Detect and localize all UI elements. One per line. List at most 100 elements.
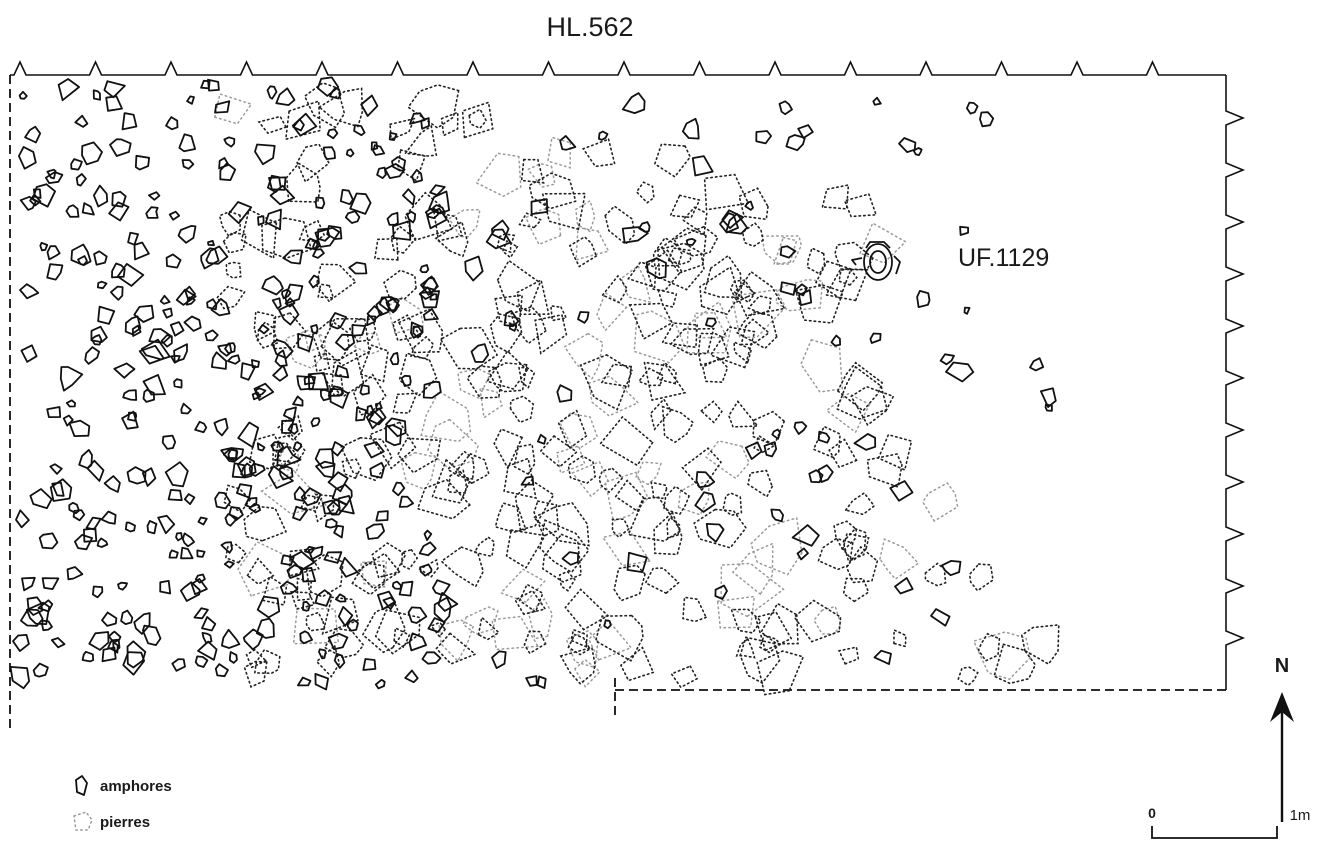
amphora-sherd [160, 334, 173, 348]
stone-outline [656, 288, 678, 308]
amphora-sherd [329, 387, 350, 409]
amphora-sherd [324, 518, 338, 529]
amphora-sherd [269, 184, 296, 206]
stone-outline [461, 101, 494, 139]
amphora-sherd [796, 547, 809, 561]
stone-outline [523, 630, 547, 655]
amphora-sherd [170, 354, 181, 364]
stone-outline [703, 254, 743, 299]
amphora-sherd [175, 532, 183, 542]
stone-outline [879, 538, 920, 580]
stone-outline [793, 599, 842, 643]
stone-outline [434, 220, 469, 258]
amphora-sherd [621, 226, 649, 244]
amphora-sherd [314, 673, 330, 691]
stone-outline [866, 453, 903, 489]
amphora-sherd [201, 616, 217, 632]
amphora-sherd [264, 208, 282, 231]
stone-outline [477, 615, 501, 641]
amphora-sherd [370, 141, 379, 151]
amphora-sherd [300, 487, 322, 507]
stone-outline [503, 457, 537, 500]
amphora-sherd [103, 475, 121, 493]
amphora-sherd [329, 312, 348, 330]
stone-outline [733, 340, 753, 365]
amphora-sherd [372, 144, 386, 156]
amphora-sherd [391, 156, 407, 172]
stone-outline [528, 172, 577, 210]
amphora-sherd [46, 263, 64, 281]
stone-outline [579, 354, 634, 411]
amphora-sherd [159, 294, 171, 305]
stone-outline [800, 338, 844, 393]
stone-outline [488, 362, 528, 393]
stone-outline [313, 493, 335, 523]
stone-outline [223, 484, 252, 514]
amphora-sherd [70, 158, 83, 171]
stone-outline [533, 500, 560, 537]
amphora-sherd [337, 494, 355, 515]
amphora-sherd [345, 148, 355, 158]
amphora-sherd [74, 114, 89, 128]
stone-outline [237, 540, 292, 597]
stone-outline [836, 365, 889, 420]
amphora-sherd [301, 600, 311, 612]
north-arrow: N [1270, 655, 1294, 822]
amphora-sherd [213, 417, 229, 437]
stone-outline [627, 496, 682, 542]
stone-outline [272, 312, 307, 350]
stone-outline [355, 552, 401, 590]
amphora-sherd [344, 210, 361, 224]
stone-outline [393, 626, 411, 649]
amphora-sherd [422, 380, 442, 399]
amphora-sherd [177, 224, 197, 244]
amphora-sherd [194, 573, 206, 584]
amphora-sherd [420, 117, 430, 130]
amphora-sherd [214, 663, 229, 678]
amphora-sherd [725, 212, 748, 235]
stone-outline [972, 631, 1032, 681]
amphora-sherd [362, 658, 377, 671]
amphora-sherd [939, 353, 955, 366]
amphora-sherd [916, 289, 931, 309]
amphora-sherd [422, 308, 439, 321]
amphora-sherd [419, 264, 430, 274]
stone-outline [567, 633, 591, 656]
amphora-sherd [248, 502, 262, 514]
amphora-sherd [307, 372, 330, 391]
stone-outline [730, 608, 762, 634]
amphora-sherd [894, 577, 914, 595]
stone-outline [628, 302, 674, 340]
stone-outline [834, 241, 874, 271]
amphora-sherd [333, 653, 346, 669]
stone-outline [468, 108, 488, 130]
amphora-sherd [334, 593, 347, 603]
amphora-sherd [227, 201, 253, 225]
stone-outline [738, 187, 769, 221]
amphora-sherd [778, 100, 793, 116]
amphora-sherd [9, 666, 31, 690]
amphora-sherd [274, 349, 288, 367]
stone-outline [224, 543, 247, 564]
stone-outline [245, 648, 268, 669]
amphora-sherd [72, 509, 86, 522]
frame-right-edge [1225, 75, 1246, 690]
amphora-sherd [308, 274, 320, 289]
amphora-sherd [65, 204, 80, 218]
amphora-sherd [181, 532, 196, 548]
amphora-sherd [113, 362, 136, 379]
amphora-sherd [41, 577, 60, 590]
amphora-sherd [561, 551, 579, 566]
stone-outline [397, 308, 444, 354]
amphora-sherd [603, 619, 612, 630]
stone-outline [446, 450, 475, 480]
amphora-sherd [963, 306, 971, 315]
stone-outline [893, 628, 907, 648]
stone-outline [534, 313, 568, 355]
amphora-sherd [253, 382, 275, 401]
amphora-sherd [830, 334, 841, 347]
stone-outline [601, 530, 651, 567]
amphora-sherd [556, 384, 573, 403]
amphora-sherd [271, 338, 294, 359]
